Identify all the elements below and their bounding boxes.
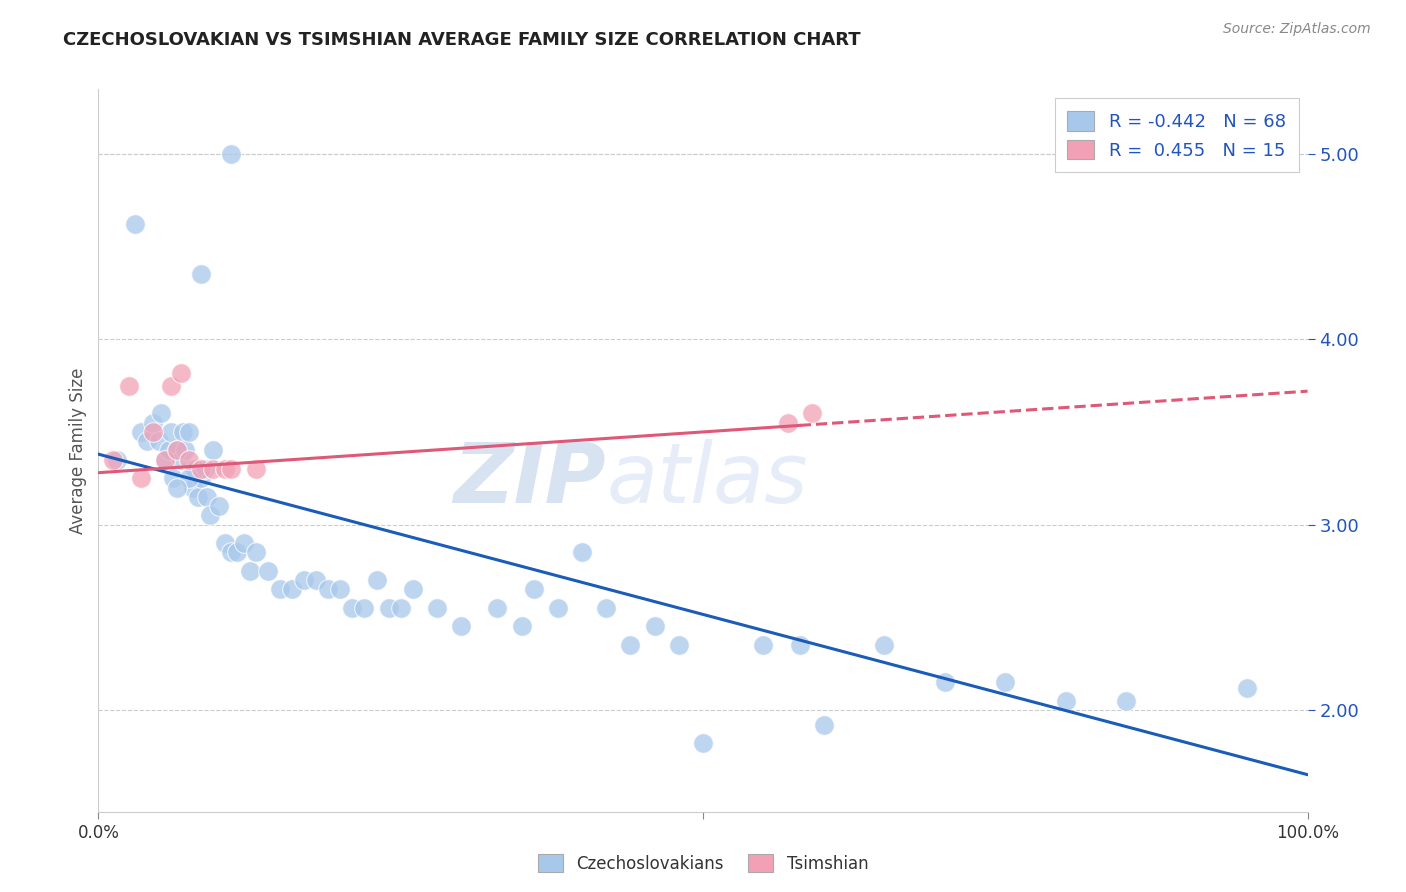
- Point: [187, 490, 209, 504]
- Point: [124, 218, 146, 232]
- Point: [245, 462, 267, 476]
- Point: [547, 601, 569, 615]
- Point: [752, 638, 775, 652]
- Point: [571, 545, 593, 559]
- Point: [198, 508, 221, 523]
- Point: [148, 434, 170, 449]
- Point: [221, 545, 243, 559]
- Point: [214, 462, 236, 476]
- Point: [232, 536, 254, 550]
- Point: [619, 638, 641, 652]
- Point: [172, 425, 194, 439]
- Point: [239, 564, 262, 578]
- Point: [129, 425, 152, 439]
- Point: [342, 601, 364, 615]
- Point: [402, 582, 425, 597]
- Point: [776, 416, 799, 430]
- Point: [208, 499, 231, 513]
- Point: [194, 462, 217, 476]
- Point: [179, 471, 201, 485]
- Point: [366, 573, 388, 587]
- Point: [486, 601, 509, 615]
- Point: [377, 601, 399, 615]
- Point: [281, 582, 304, 597]
- Point: [153, 452, 176, 467]
- Point: [1236, 681, 1258, 695]
- Point: [181, 481, 204, 495]
- Point: [179, 452, 201, 467]
- Point: [450, 619, 472, 633]
- Point: [101, 452, 124, 467]
- Point: [1054, 693, 1077, 707]
- Text: CZECHOSLOVAKIAN VS TSIMSHIAN AVERAGE FAMILY SIZE CORRELATION CHART: CZECHOSLOVAKIAN VS TSIMSHIAN AVERAGE FAM…: [63, 31, 860, 49]
- Point: [329, 582, 352, 597]
- Point: [221, 147, 243, 161]
- Point: [162, 471, 184, 485]
- Point: [644, 619, 666, 633]
- Point: [184, 462, 207, 476]
- Point: [153, 452, 176, 467]
- Point: [245, 545, 267, 559]
- Point: [221, 462, 243, 476]
- Point: [353, 601, 375, 615]
- Point: [800, 406, 823, 420]
- Point: [789, 638, 811, 652]
- Point: [305, 573, 328, 587]
- Point: [269, 582, 291, 597]
- Y-axis label: Average Family Size: Average Family Size: [69, 368, 87, 533]
- Point: [142, 416, 165, 430]
- Point: [202, 443, 225, 458]
- Point: [692, 736, 714, 750]
- Point: [166, 443, 188, 458]
- Point: [142, 425, 165, 439]
- Text: atlas: atlas: [606, 439, 808, 520]
- Point: [118, 378, 141, 392]
- Text: Source: ZipAtlas.com: Source: ZipAtlas.com: [1223, 22, 1371, 37]
- Point: [813, 717, 835, 731]
- Point: [292, 573, 315, 587]
- Point: [595, 601, 617, 615]
- Point: [129, 471, 152, 485]
- Point: [195, 490, 218, 504]
- Point: [934, 675, 956, 690]
- Point: [214, 536, 236, 550]
- Point: [190, 462, 212, 476]
- Legend: Czechoslovakians, Tsimshian: Czechoslovakians, Tsimshian: [531, 847, 875, 880]
- Point: [202, 462, 225, 476]
- Point: [994, 675, 1017, 690]
- Point: [169, 366, 191, 380]
- Point: [510, 619, 533, 633]
- Point: [190, 471, 212, 485]
- Point: [226, 545, 249, 559]
- Point: [105, 452, 128, 467]
- Point: [523, 582, 546, 597]
- Point: [174, 443, 197, 458]
- Legend: R = -0.442   N = 68, R =  0.455   N = 15: R = -0.442 N = 68, R = 0.455 N = 15: [1054, 98, 1299, 172]
- Point: [668, 638, 690, 652]
- Point: [316, 582, 339, 597]
- Point: [166, 481, 188, 495]
- Point: [190, 268, 212, 282]
- Point: [160, 378, 183, 392]
- Point: [157, 443, 180, 458]
- Point: [184, 462, 207, 476]
- Point: [135, 434, 157, 449]
- Point: [160, 425, 183, 439]
- Point: [166, 443, 188, 458]
- Point: [179, 425, 201, 439]
- Point: [426, 601, 449, 615]
- Point: [873, 638, 896, 652]
- Point: [1115, 693, 1137, 707]
- Point: [389, 601, 412, 615]
- Point: [256, 564, 278, 578]
- Point: [150, 406, 173, 420]
- Text: ZIP: ZIP: [454, 439, 606, 520]
- Point: [169, 452, 191, 467]
